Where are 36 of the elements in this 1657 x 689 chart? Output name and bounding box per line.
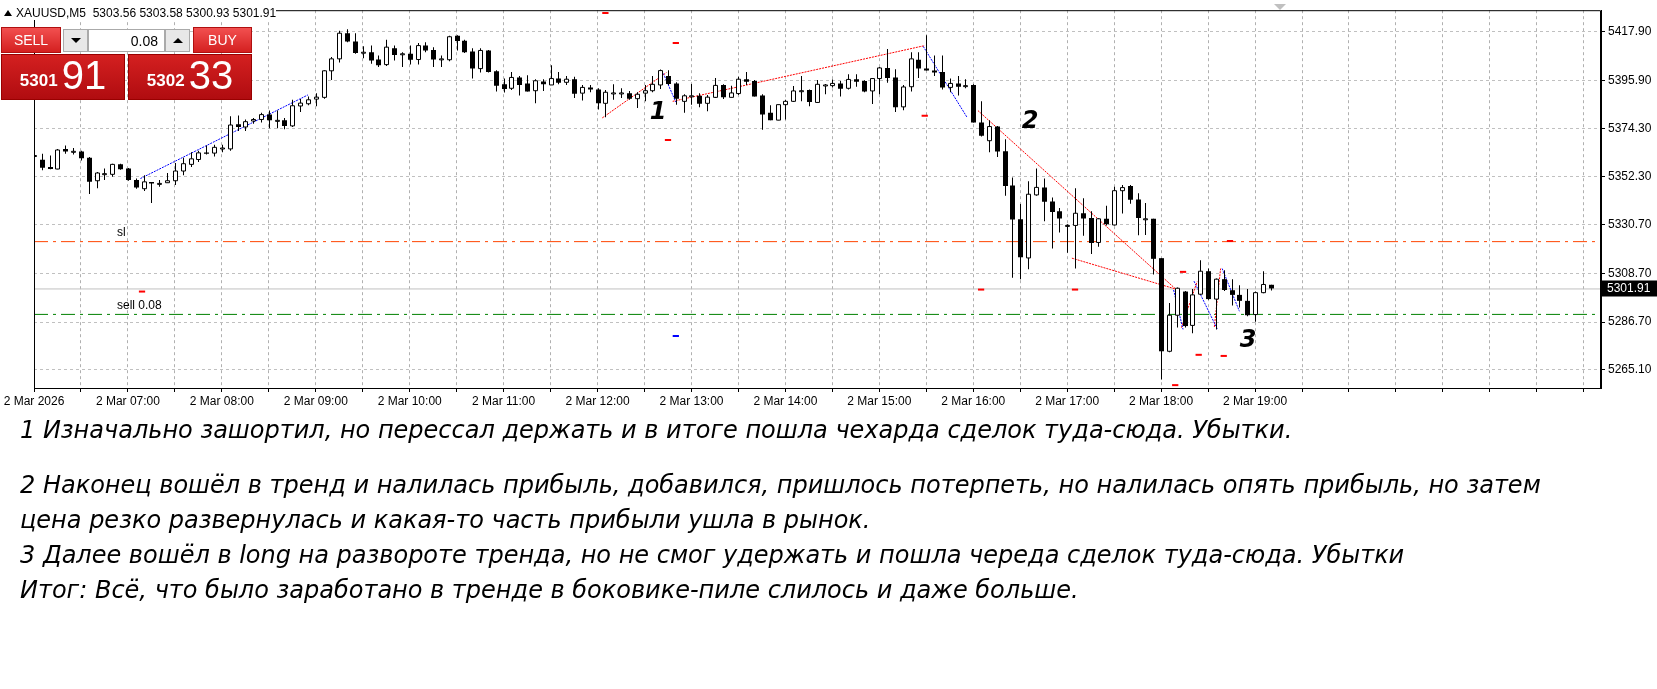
x-tick-label: 2 Mar 07:00 — [95, 393, 161, 408]
y-tick-label: 5330.70 — [1608, 217, 1652, 232]
x-tick-label: 2 Mar 08:00 — [189, 393, 255, 408]
text: 1 Изначально зашортил, но перессал держать и в итоге пошла чехарда сделок туда-сюда. Убытки. — [20, 415, 1294, 446]
x-tick-label: 2 Mar 11:00 — [472, 393, 536, 408]
annotation: 2 — [1021, 106, 1039, 134]
y-tick-label: 5308.70 — [1608, 265, 1652, 280]
x-tick-label: 2 Mar 16:00 — [941, 393, 1006, 408]
y-tick-label: 5374.30 — [1608, 120, 1652, 135]
text: 2 Наконец вошёл в тренд и налилась прибыль, добавился, пришлось потерпеть, но налилась опять прибыль, но затем цена резко развернулась и какая-то часть прибыли ушла в рынок. — [20, 470, 1542, 536]
annotation: 3 — [1239, 325, 1257, 353]
annotation: 1 — [649, 97, 667, 125]
ref-line-label: 5301.91 — [1607, 280, 1651, 295]
x-tick-label: 2 Mar 09:00 — [283, 393, 349, 408]
y-tick-label: 5395.90 — [1608, 72, 1652, 87]
x-tick-label: 2 Mar 17:00 — [1035, 393, 1100, 408]
x-tick-label: 2 Mar 2026 — [3, 393, 65, 408]
button: SELL — [1, 27, 61, 53]
x-tick-label: 2 Mar 19:00 — [1223, 393, 1288, 408]
chart-title: XAUUSD,M5 5303.56 5303.58 5300.93 5301.91 — [16, 6, 277, 20]
x-tick-label: 2 Mar 13:00 — [659, 393, 724, 408]
text: 3 Далее вошёл в long на развороте тренда, но не смог удержать и пошла череда сделок туда-сюда. Убытки — [20, 540, 1406, 571]
ref-line-label: sl — [117, 225, 126, 240]
y-tick-label: 5265.10 — [1608, 362, 1652, 377]
button: BUY — [193, 27, 252, 53]
ref-line-label: sell 0.08 — [117, 298, 163, 313]
text: Итог: Всё, что было заработано в тренде в боковике-пиле слилось и даже больше. — [20, 575, 1080, 606]
x-tick-label: 2 Mar 15:00 — [847, 393, 912, 408]
input-field: 0.08 — [88, 29, 165, 52]
y-tick-label: 5417.90 — [1608, 24, 1652, 39]
y-tick-label: 5352.30 — [1608, 169, 1652, 184]
x-tick-label: 2 Mar 14:00 — [753, 393, 818, 408]
x-tick-label: 2 Mar 18:00 — [1129, 393, 1194, 408]
y-tick-label: 5286.70 — [1608, 314, 1652, 329]
x-tick-label: 2 Mar 10:00 — [377, 393, 443, 408]
x-tick-label: 2 Mar 12:00 — [565, 393, 630, 408]
